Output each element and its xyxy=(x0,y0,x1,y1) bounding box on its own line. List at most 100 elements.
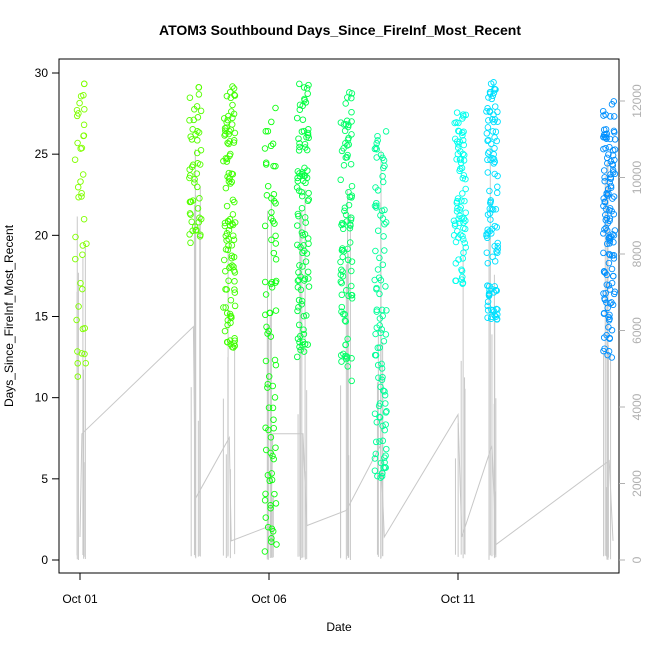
data-point xyxy=(602,211,609,219)
data-point xyxy=(265,327,272,335)
data-point xyxy=(270,162,277,170)
point-cluster xyxy=(220,83,239,351)
data-point xyxy=(75,193,82,201)
data-point xyxy=(346,239,354,246)
data-point xyxy=(342,352,349,360)
data-point xyxy=(302,144,309,151)
data-point xyxy=(262,514,270,521)
data-point xyxy=(187,239,194,247)
data-point xyxy=(457,165,464,173)
data-point xyxy=(345,141,352,148)
point-cluster xyxy=(337,89,356,385)
data-point xyxy=(491,158,499,166)
data-point xyxy=(600,290,607,297)
data-point xyxy=(297,243,304,251)
data-point xyxy=(81,106,88,113)
data-point xyxy=(348,90,356,97)
data-point xyxy=(81,350,88,358)
data-point xyxy=(347,216,355,224)
data-point xyxy=(229,83,236,90)
data-point xyxy=(490,118,498,126)
data-point xyxy=(610,127,618,135)
data-point xyxy=(491,103,499,110)
data-point xyxy=(372,184,379,191)
data-point xyxy=(268,525,276,533)
y-tick-label-left: 30 xyxy=(35,66,49,80)
point-cluster xyxy=(71,80,90,380)
data-point xyxy=(301,231,309,238)
data-point xyxy=(192,227,199,234)
data-point xyxy=(458,266,465,273)
data-point xyxy=(298,192,306,200)
data-point xyxy=(271,490,278,498)
points-layer xyxy=(71,79,619,555)
data-point xyxy=(195,84,202,91)
data-point xyxy=(602,216,610,224)
data-point xyxy=(305,81,312,89)
data-point xyxy=(460,219,467,226)
data-point xyxy=(227,180,234,187)
chart-title: ATOM3 Southbound Days_Since_FireInf_Most… xyxy=(159,22,521,38)
data-point xyxy=(381,388,388,395)
data-point xyxy=(295,187,303,194)
data-point xyxy=(337,352,345,359)
data-point xyxy=(610,238,617,246)
data-point xyxy=(454,205,461,212)
data-point xyxy=(484,150,492,157)
data-point xyxy=(77,178,84,185)
data-point xyxy=(485,292,493,300)
data-point xyxy=(485,117,492,124)
data-point xyxy=(225,169,233,177)
data-point xyxy=(379,178,387,186)
data-point xyxy=(376,315,384,322)
data-point xyxy=(454,195,462,202)
data-point xyxy=(372,438,380,446)
data-point xyxy=(372,450,380,458)
data-point xyxy=(379,437,387,445)
data-point xyxy=(373,418,381,426)
data-point xyxy=(272,256,280,263)
y-axis-left: 0 5 10 15 20 25 30 xyxy=(35,66,59,567)
data-point xyxy=(337,271,345,278)
data-point xyxy=(490,155,498,163)
data-point xyxy=(194,137,201,144)
data-point xyxy=(489,253,496,261)
data-point xyxy=(377,459,385,467)
data-point xyxy=(301,277,308,284)
data-point xyxy=(486,187,493,195)
data-point xyxy=(371,410,379,417)
data-point xyxy=(486,210,494,217)
data-point xyxy=(453,109,461,116)
data-point xyxy=(196,195,203,202)
data-point xyxy=(272,444,279,451)
data-point xyxy=(230,137,238,144)
data-point xyxy=(228,178,236,186)
data-point xyxy=(371,145,379,153)
data-point xyxy=(600,347,607,355)
data-point xyxy=(451,220,459,227)
data-point xyxy=(188,218,195,226)
data-point xyxy=(343,287,350,294)
data-point xyxy=(268,236,275,244)
data-point xyxy=(302,219,309,226)
data-point xyxy=(484,314,491,321)
data-point xyxy=(272,500,280,507)
data-point xyxy=(261,548,269,555)
data-point xyxy=(295,212,302,220)
data-point xyxy=(492,286,500,294)
data-point xyxy=(223,92,231,100)
data-point xyxy=(231,219,239,226)
data-point xyxy=(78,193,85,200)
data-point xyxy=(484,226,491,233)
data-point xyxy=(305,283,313,290)
data-point xyxy=(381,247,388,254)
data-point xyxy=(222,184,230,192)
data-point xyxy=(231,337,239,344)
data-point xyxy=(301,164,308,172)
data-point xyxy=(305,189,312,197)
data-point xyxy=(487,216,494,223)
data-point xyxy=(223,119,230,126)
data-point xyxy=(382,421,389,428)
data-point xyxy=(264,182,272,190)
data-point xyxy=(339,268,346,275)
